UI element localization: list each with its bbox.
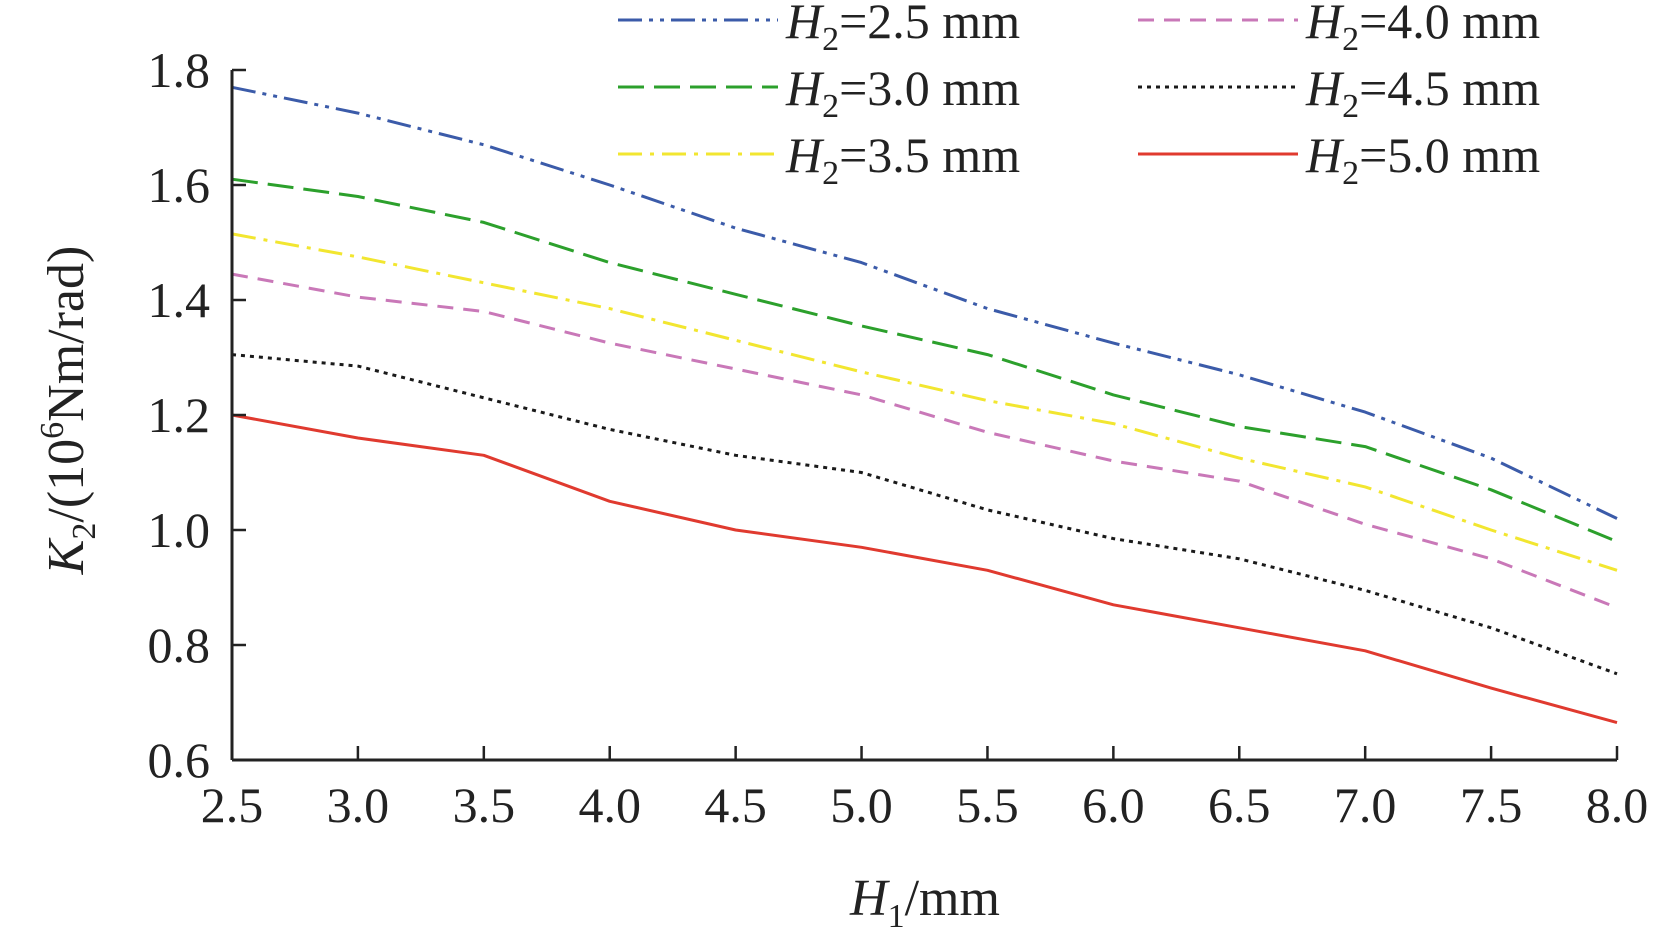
x-tick-label: 4.0	[578, 777, 641, 833]
series-line	[231, 353, 1618, 676]
x-axis-title: H1/mm	[849, 870, 1000, 935]
legend-label: H2=3.5 mm	[785, 127, 1020, 192]
y-axis-title-sub: 2	[66, 523, 103, 540]
x-axis-title-unit: /mm	[905, 870, 1000, 927]
y-tick-label: 1.4	[148, 272, 211, 328]
legend-label: H2=5.0 mm	[1305, 127, 1540, 192]
x-tick-label: 2.5	[201, 777, 264, 833]
x-tick-label: 7.5	[1460, 777, 1523, 833]
x-tick-label: 7.0	[1334, 777, 1397, 833]
y-axis-title-mid: /(10	[38, 439, 95, 523]
series-lines	[231, 85, 1618, 725]
legend-label: H2=2.5 mm	[785, 0, 1020, 58]
x-tick-label: 6.5	[1208, 777, 1271, 833]
y-tick-label: 0.6	[148, 732, 211, 788]
y-axis-title-sup: 6	[34, 422, 71, 439]
y-axis-title-var: K	[38, 537, 95, 575]
x-tick-label: 5.5	[956, 777, 1019, 833]
x-tick-label: 4.5	[704, 777, 767, 833]
x-tick-label: 8.0	[1586, 777, 1649, 833]
series-line	[231, 413, 1618, 725]
x-tick-label: 3.0	[327, 777, 390, 833]
x-axis-title-sub: 1	[888, 898, 905, 935]
legend-label: H2=4.0 mm	[1305, 0, 1540, 58]
series-line	[231, 85, 1618, 520]
series-line	[231, 177, 1618, 543]
legend-label: H2=4.5 mm	[1305, 60, 1540, 125]
y-ticks: 0.6 0.8 1.0 1.2 1.4 1.6 1.8	[148, 42, 246, 788]
y-tick-label: 1.6	[148, 157, 211, 213]
legend-label: H2=3.0 mm	[785, 60, 1020, 125]
x-tick-label: 3.5	[453, 777, 516, 833]
y-tick-label: 1.2	[148, 387, 211, 443]
series-line	[231, 232, 1618, 572]
y-tick-label: 1.8	[148, 42, 211, 98]
x-tick-label: 5.0	[830, 777, 893, 833]
x-ticks: 2.5 3.0 3.5 4.0 4.5 5.0 5.5 6.0 6.5 7.0 7.5 8.0	[201, 746, 1649, 833]
series-line	[231, 272, 1618, 609]
y-tick-label: 0.8	[148, 617, 211, 673]
x-axis-title-var: H	[849, 870, 890, 927]
y-tick-label: 1.0	[148, 502, 211, 558]
y-axis-title-unit: Nm/rad)	[38, 246, 95, 422]
y-axis-title: K2/(106Nm/rad)	[34, 246, 103, 576]
x-tick-label: 6.0	[1082, 777, 1145, 833]
